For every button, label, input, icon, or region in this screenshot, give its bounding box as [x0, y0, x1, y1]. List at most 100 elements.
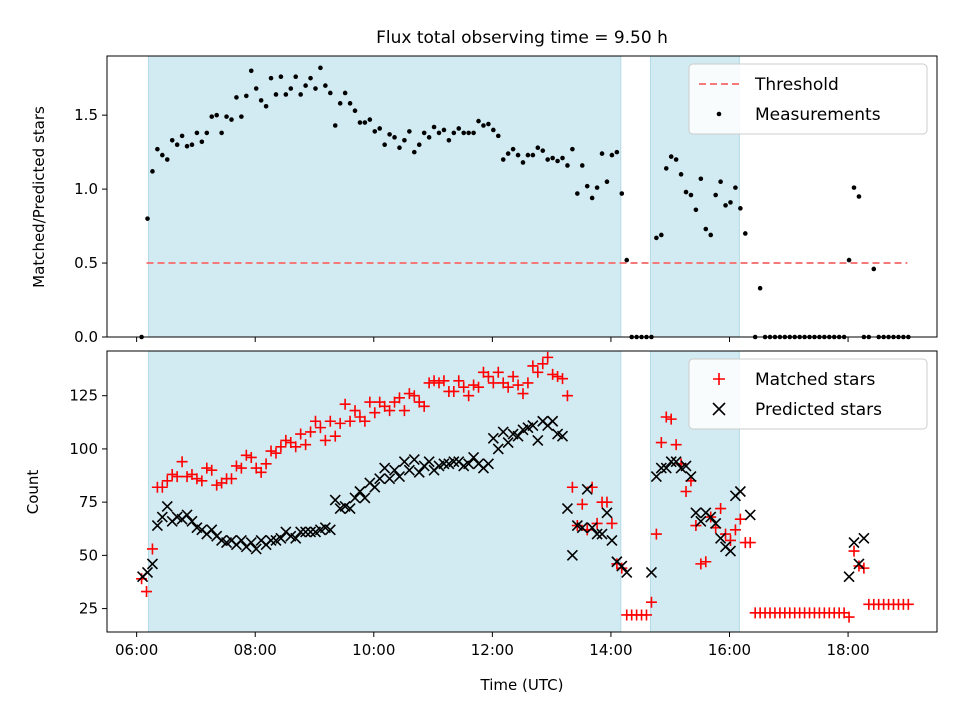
count-points	[136, 351, 914, 623]
predicted-stars-point	[329, 494, 341, 506]
predicted-stars-point	[151, 519, 163, 532]
predicted-stars-point	[848, 537, 860, 549]
count-y-axis-label: Count	[24, 470, 42, 515]
measurements-point	[209, 114, 215, 119]
measurements-point	[303, 83, 308, 88]
legend-label: Measurements	[755, 105, 881, 125]
measurements-point	[318, 65, 323, 71]
measurements-point	[550, 155, 555, 161]
legend-box	[688, 63, 928, 135]
matched-stars-point	[655, 437, 667, 449]
y-tick-label: 0.0	[74, 328, 98, 346]
predicted-stars-point	[275, 532, 287, 544]
measurements-point	[713, 192, 718, 198]
measurements-point	[224, 114, 229, 119]
matched-stars-point	[398, 405, 410, 417]
matched-stars-point	[487, 377, 499, 389]
count-panel: 25 50 75 100 125 06:00 08:00 10:00 12:00 14:00 16…	[24, 350, 938, 659]
predicted-stars-point	[532, 434, 544, 446]
measurements-point	[619, 191, 625, 196]
matched-stars-point	[290, 441, 302, 453]
predicted-stars-point	[384, 473, 396, 485]
matched-stars-point	[319, 434, 331, 446]
matched-stars-point	[206, 464, 218, 476]
predicted-stars-point	[181, 509, 193, 521]
predicted-stars-point	[463, 458, 475, 470]
x-tick-label: 10:00	[352, 641, 395, 659]
predicted-stars-point	[685, 471, 697, 483]
matched-stars-point	[566, 481, 578, 493]
matched-stars-point	[393, 392, 405, 404]
y-tick-label: 0.5	[74, 254, 98, 272]
matched-stars-point	[561, 390, 573, 402]
predicted-stars-point	[235, 534, 247, 547]
predicted-stars-point	[141, 566, 154, 578]
legend-label: Matched stars	[755, 370, 875, 390]
matched-stars-point	[848, 545, 860, 557]
measurements-point	[708, 232, 714, 238]
predicted-stars-point	[403, 464, 415, 476]
matched-stars-point	[744, 537, 756, 549]
matched-stars-point	[433, 377, 445, 389]
predicted-stars-point	[161, 500, 173, 512]
matched-stars-point	[344, 415, 356, 427]
predicted-stars-point	[601, 507, 613, 519]
measurements-point	[718, 179, 723, 185]
count-y-axis: 25 50 75 100 125	[69, 387, 107, 618]
predicted-stars-point	[393, 471, 406, 483]
matched-stars-point	[601, 496, 613, 508]
predicted-stars-point	[858, 532, 870, 544]
matched-stars-point	[235, 462, 247, 474]
matched-stars-point	[408, 390, 420, 402]
predicted-stars-point	[680, 460, 692, 472]
predicted-stars-point	[616, 560, 628, 572]
predicted-stars-point	[379, 462, 391, 474]
ratio-y-axis-label: Matched/Predicted stars	[30, 106, 48, 288]
measurements-point	[263, 103, 269, 109]
matched-stars-point	[695, 558, 707, 570]
measurements-point	[604, 179, 610, 185]
matched-stars-point	[141, 586, 153, 598]
matched-stars-point	[334, 417, 346, 429]
matched-stars-point	[729, 524, 741, 536]
predicted-stars-point	[715, 532, 727, 544]
predicted-stars-point	[512, 430, 524, 442]
matched-stars-point	[665, 413, 677, 425]
predicted-stars-point	[186, 515, 198, 527]
measurements-point	[589, 195, 595, 201]
measurements-point	[476, 118, 481, 124]
count-plot-frame	[106, 350, 938, 633]
predicted-stars-point	[502, 436, 514, 449]
predicted-stars-point	[245, 537, 257, 549]
matched-stars-point	[369, 407, 381, 419]
matched-stars-point	[423, 377, 435, 389]
observing-windows	[148, 350, 740, 633]
predicted-stars-point	[670, 456, 682, 468]
predicted-stars-point	[295, 526, 307, 538]
predicted-stars-point	[527, 419, 539, 432]
measurements-point	[525, 152, 531, 158]
matched-stars-point	[448, 385, 460, 397]
count-legend: Matched stars Predicted stars	[688, 358, 928, 430]
measurements-point	[599, 151, 605, 156]
matched-stars-point	[453, 375, 465, 387]
measurements-point	[337, 101, 343, 106]
matched-stars-point	[660, 411, 672, 423]
measurements-point	[229, 117, 234, 122]
measurements-point	[693, 207, 699, 213]
matched-stars-point	[715, 503, 727, 515]
measurements-point	[328, 90, 333, 96]
measurements-point	[846, 257, 852, 263]
ratio-legend: Threshold Measurements	[688, 63, 928, 135]
matched-stars-point	[314, 422, 326, 434]
y-tick-label: 50	[79, 546, 98, 564]
matched-stars-point	[329, 430, 341, 442]
measurements-point	[466, 130, 471, 136]
matched-stars-point	[196, 475, 208, 487]
measurements-point	[654, 235, 659, 241]
measurements-point	[298, 92, 303, 97]
measurements-point	[461, 130, 467, 136]
matched-stars-point	[181, 471, 193, 483]
measurements-point	[234, 95, 239, 100]
matched-stars-point	[226, 473, 237, 485]
